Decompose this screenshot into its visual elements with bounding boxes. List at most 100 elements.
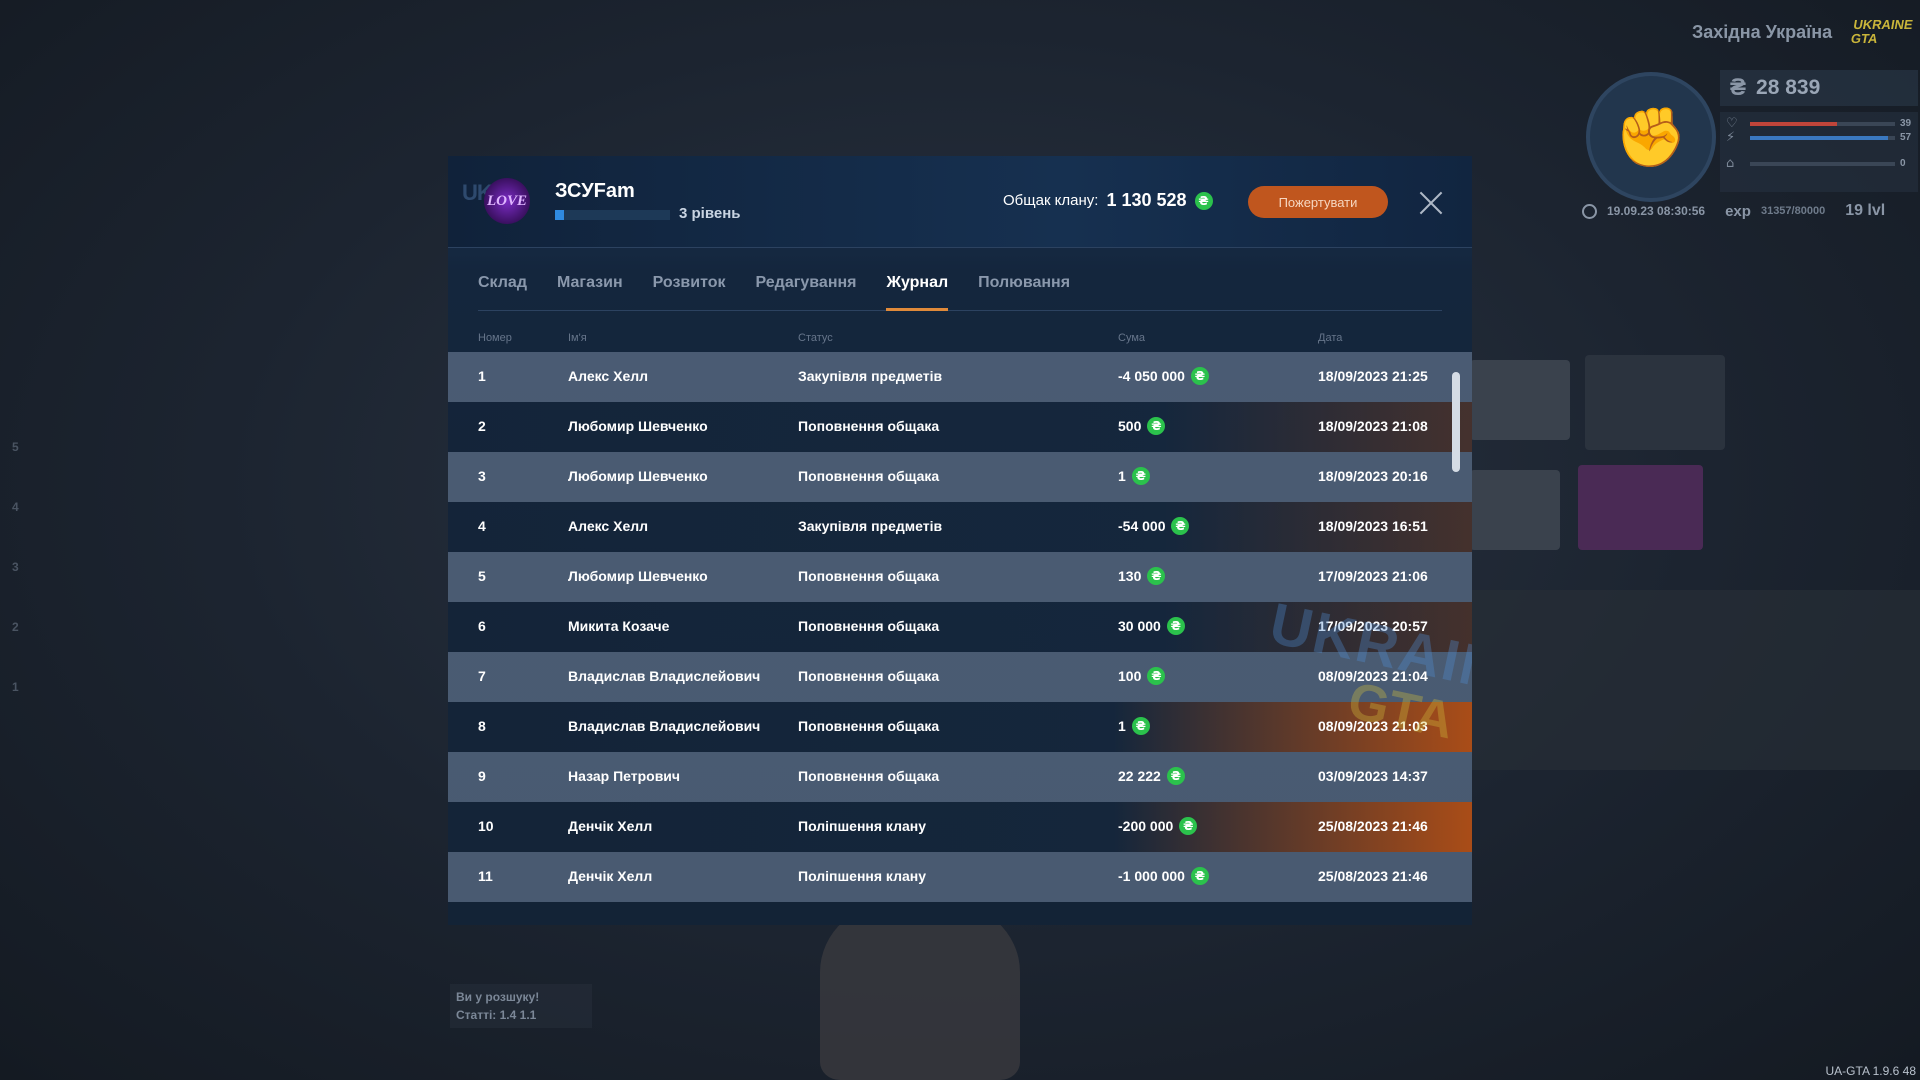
fist-icon: ✊ [1614, 102, 1688, 171]
donate-button[interactable]: Пожертувати [1248, 186, 1388, 218]
table-row[interactable]: 4 Алекс Хелл Закупівля предметів -54 000 ₴ 18… [448, 502, 1472, 552]
cell-sum: 130 ₴ [1118, 567, 1166, 585]
cell-sum: -200 000 ₴ [1118, 817, 1198, 835]
cell-name: Владислав Владислейович [568, 718, 761, 734]
tab-1[interactable]: Магазин [556, 274, 623, 291]
tab-4[interactable]: Журнал [886, 247, 948, 311]
clan-badge-icon: LOVE [484, 178, 530, 224]
tab-3[interactable]: Редагування [755, 274, 857, 291]
server-logo: UKRAINE GTA [1849, 17, 1915, 46]
coin-icon: ₴ [1171, 517, 1190, 535]
cell-sum: 1 ₴ [1118, 467, 1150, 485]
col-number: Номер [478, 332, 512, 344]
cell-sum: -54 000 ₴ [1118, 517, 1190, 535]
side-slot-number: 1 [12, 680, 19, 694]
player-level: 19 lvl [1845, 202, 1886, 219]
cell-name: Алекс Хелл [568, 518, 649, 534]
armor-bar [1750, 136, 1895, 140]
table-row[interactable]: 7 Владислав Владислейович Поповнення общак… [448, 652, 1472, 702]
clan-badge-text: LOVE [486, 192, 527, 209]
table-row[interactable]: 6 Микита Козаче Поповнення общака 30 000 ₴ 17… [448, 602, 1472, 652]
armor-value: 57 [1900, 132, 1912, 143]
server-name: Західна Україна [1692, 22, 1833, 42]
side-slot-number: 2 [12, 620, 19, 634]
coin-icon: ₴ [1190, 867, 1209, 885]
tab-0[interactable]: Склад [478, 274, 527, 291]
col-name: Ім'я [568, 332, 587, 344]
coin-icon: ₴ [1147, 667, 1166, 685]
scrollbar-thumb[interactable] [1452, 372, 1460, 472]
table-row[interactable]: 5 Любомир Шевченко Поповнення общака 130 ₴ 17… [448, 552, 1472, 602]
cell-status: Поповнення общака [798, 618, 940, 634]
cell-name: Любомир Шевченко [568, 418, 708, 434]
cell-status: Поповнення общака [798, 668, 940, 684]
sum-value: 100 [1118, 668, 1142, 684]
table-row[interactable]: 10 Денчік Хелл Поліпшення клану -200 000 ₴ 25… [448, 802, 1472, 852]
cell-date: 18/09/2023 20:16 [1318, 468, 1428, 484]
clock-icon [1582, 203, 1597, 219]
clan-level-progress [555, 210, 670, 220]
wanted-articles: Статті: 1.4 1.1 [456, 1008, 537, 1022]
coin-icon: ₴ [1147, 567, 1166, 585]
sum-value: 500 [1118, 418, 1142, 434]
tab-5[interactable]: Полювання [978, 274, 1071, 291]
cell-status: Поповнення общака [798, 418, 940, 434]
journal-table[interactable]: 1 Алекс Хелл Закупівля предметів -4 050 000… [448, 352, 1472, 925]
table-row[interactable]: 3 Любомир Шевченко Поповнення общака 1 ₴ 18/0… [448, 452, 1472, 502]
hunger-bar [1750, 162, 1895, 166]
coin-icon: ₴ [1131, 717, 1150, 735]
hryvnia-icon: ₴ [1730, 74, 1747, 101]
cell-status: Поповнення общака [798, 718, 940, 734]
side-slot-number: 3 [12, 560, 19, 574]
cell-name: Владислав Владислейович [568, 668, 761, 684]
close-icon[interactable] [1416, 188, 1446, 218]
cell-status: Закупівля предметів [798, 518, 943, 534]
cell-sum: 1 ₴ [1118, 717, 1150, 735]
cell-sum: 22 222 ₴ [1118, 767, 1185, 785]
money-value: 28 839 [1756, 76, 1821, 99]
col-date: Дата [1318, 332, 1343, 344]
cell-number: 6 [478, 618, 486, 634]
cell-date: 18/09/2023 21:08 [1318, 418, 1428, 434]
col-sum: Сума [1118, 332, 1146, 344]
armor-icon: ⚡ [1726, 130, 1736, 145]
datetime: 19.09.23 08:30:56 [1607, 204, 1706, 218]
table-row[interactable]: 1 Алекс Хелл Закупівля предметів -4 050 000… [448, 352, 1472, 402]
table-row[interactable]: 9 Назар Петрович Поповнення общака 22 222 ₴ 0… [448, 752, 1472, 802]
exp-value: 31357/80000 [1760, 205, 1826, 217]
wanted-notice: Ви у розшуку! Статті: 1.4 1.1 [450, 984, 592, 1028]
table-header: Номер Ім'я Статус Сума Дата [448, 328, 1472, 348]
coin-icon: ₴ [1147, 417, 1166, 435]
cell-sum: 500 ₴ [1118, 417, 1166, 435]
background-monitor [1470, 470, 1560, 550]
cell-date: 25/08/2023 21:46 [1318, 868, 1428, 884]
health-bar [1750, 122, 1895, 126]
cell-number: 4 [478, 518, 486, 534]
table-row[interactable]: 11 Денчік Хелл Поліпшення клану -1 000 000 ₴… [448, 852, 1472, 902]
sum-value: 22 222 [1118, 768, 1161, 784]
cell-number: 2 [478, 418, 486, 434]
player-stats: ♡ 39 ⚡ 57 ⌂ 0 [1720, 112, 1918, 192]
cell-date: 08/09/2023 21:03 [1318, 718, 1428, 734]
background-desk [1470, 590, 1920, 770]
cell-number: 1 [478, 368, 486, 384]
cell-date: 08/09/2023 21:04 [1318, 668, 1428, 684]
cell-date: 03/09/2023 14:37 [1318, 768, 1428, 784]
coin-icon: ₴ [1194, 191, 1213, 210]
cell-number: 3 [478, 468, 486, 484]
cell-status: Закупівля предметів [798, 368, 943, 384]
cell-name: Алекс Хелл [568, 368, 649, 384]
cell-name: Денчік Хелл [568, 818, 653, 834]
coin-icon: ₴ [1166, 617, 1185, 635]
table-row[interactable]: 2 Любомир Шевченко Поповнення общака 500 ₴ 18… [448, 402, 1472, 452]
player-character [820, 900, 1020, 1080]
tab-2[interactable]: Розвиток [652, 274, 726, 291]
coin-icon: ₴ [1190, 367, 1209, 385]
sum-value: 30 000 [1118, 618, 1161, 634]
table-row[interactable]: 8 Владислав Владислейович Поповнення общак… [448, 702, 1472, 752]
cell-number: 8 [478, 718, 486, 734]
cell-name: Назар Петрович [568, 768, 681, 784]
player-avatar: ✊ [1586, 72, 1716, 202]
clan-name: ЗСУFam [555, 180, 635, 202]
background-monitor [1470, 360, 1570, 440]
